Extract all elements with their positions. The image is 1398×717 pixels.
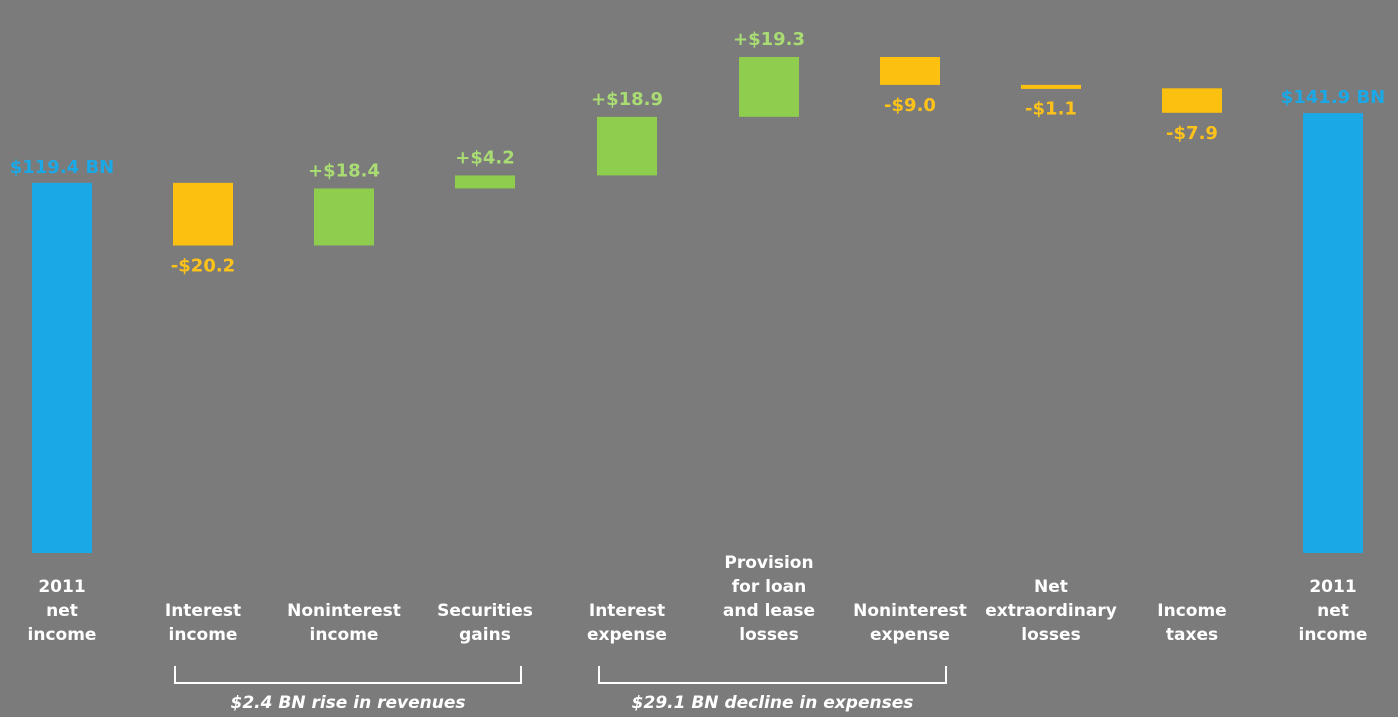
- value-labels-layer: $119.4 BN -$20.2 +$18.4 +$4.2 +$18.9 +$19.3 -$…: [10, 29, 1386, 276]
- category-label-6: Provision for loan and lease losses: [723, 553, 815, 645]
- value-label-3: +$18.4: [308, 160, 380, 181]
- value-label-10: $141.9 BN: [1281, 87, 1386, 108]
- category-label-4: Securities gains: [437, 601, 533, 645]
- category-label-line: losses: [739, 625, 798, 645]
- bracket-2: [598, 666, 947, 684]
- category-label-line: Noninterest: [287, 601, 401, 621]
- bracket-1: [174, 666, 522, 684]
- category-label-3: Noninterest income: [287, 601, 401, 645]
- category-label-line: Interest: [165, 601, 241, 621]
- bars-layer: [32, 57, 1363, 554]
- category-label-line: and lease: [723, 601, 815, 621]
- bar-8: [1021, 84, 1081, 89]
- bar-2: [173, 182, 233, 246]
- bracket-label-2: $29.1 BN decline in expenses: [632, 693, 914, 713]
- category-label-line: net: [46, 601, 78, 621]
- bar-9: [1162, 88, 1222, 113]
- category-labels-layer: 2011 net income Interest income Noninterest in…: [28, 553, 1368, 645]
- category-label-7: Noninterest expense: [853, 601, 967, 645]
- bar-5: [597, 116, 657, 176]
- category-label-1: 2011 net income: [28, 577, 97, 645]
- category-label-line: Noninterest: [853, 601, 967, 621]
- value-label-2: -$20.2: [171, 255, 235, 276]
- value-label-1: $119.4 BN: [10, 157, 115, 178]
- bar-1: [32, 182, 92, 554]
- category-label-line: for loan: [732, 577, 806, 597]
- category-label-line: Provision: [724, 553, 813, 573]
- category-label-2: Interest income: [165, 601, 241, 645]
- bar-10: [1303, 113, 1363, 554]
- bar-3: [314, 188, 374, 246]
- category-label-line: taxes: [1166, 625, 1218, 645]
- category-label-line: expense: [870, 625, 950, 645]
- bar-6: [739, 57, 799, 117]
- value-label-7: -$9.0: [884, 95, 936, 116]
- category-label-line: gains: [459, 625, 511, 645]
- brackets-layer: $2.4 BN rise in revenues $29.1 BN decline…: [174, 666, 947, 713]
- category-label-line: income: [1299, 625, 1368, 645]
- category-label-line: expense: [587, 625, 667, 645]
- value-label-9: -$7.9: [1166, 123, 1218, 144]
- category-label-line: 2011: [38, 577, 85, 597]
- category-label-line: Securities: [437, 601, 533, 621]
- value-label-5: +$18.9: [591, 89, 663, 110]
- bar-7: [880, 57, 940, 85]
- category-label-line: net: [1317, 601, 1349, 621]
- category-label-line: Income: [1157, 601, 1226, 621]
- category-label-line: income: [28, 625, 97, 645]
- category-label-8: Net extraordinary losses: [985, 577, 1117, 645]
- value-label-4: +$4.2: [455, 147, 515, 168]
- category-label-10: 2011 net income: [1299, 577, 1368, 645]
- category-label-line: Net: [1034, 577, 1068, 597]
- bracket-label-1: $2.4 BN rise in revenues: [231, 693, 466, 713]
- category-label-line: extraordinary: [985, 601, 1117, 621]
- value-label-6: +$19.3: [733, 29, 805, 50]
- bar-4: [455, 175, 515, 189]
- category-label-9: Income taxes: [1157, 601, 1226, 645]
- category-label-line: 2011: [1309, 577, 1356, 597]
- category-label-line: losses: [1021, 625, 1080, 645]
- category-label-line: Interest: [589, 601, 665, 621]
- category-label-5: Interest expense: [587, 601, 667, 645]
- category-label-line: income: [310, 625, 379, 645]
- value-label-8: -$1.1: [1025, 98, 1077, 119]
- category-label-line: income: [169, 625, 238, 645]
